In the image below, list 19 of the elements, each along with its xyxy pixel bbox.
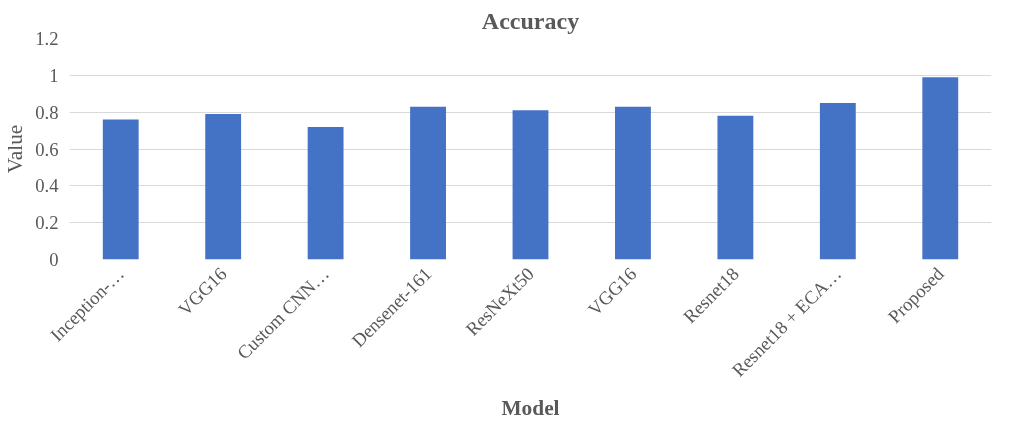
y-tick-label: 1.2 [35,28,59,49]
y-tick-label: 1 [49,64,59,86]
bar [512,110,549,260]
y-tick-label: 0.4 [35,175,60,197]
bar [205,114,242,260]
chart-title: Accuracy [481,7,580,34]
y-axis-title: Value [3,124,28,174]
x-axis-title: Model [501,396,560,421]
y-tick-label: 0.6 [35,138,59,160]
bar [922,77,959,260]
bar [102,119,139,260]
y-tick-label: 0.8 [35,101,59,123]
bar [410,106,446,260]
bar [307,126,344,260]
y-tick-label: 0.2 [35,212,59,234]
bar [717,115,754,260]
bar [819,102,856,260]
bar [615,106,651,260]
y-tick-label: 0 [49,249,59,270]
